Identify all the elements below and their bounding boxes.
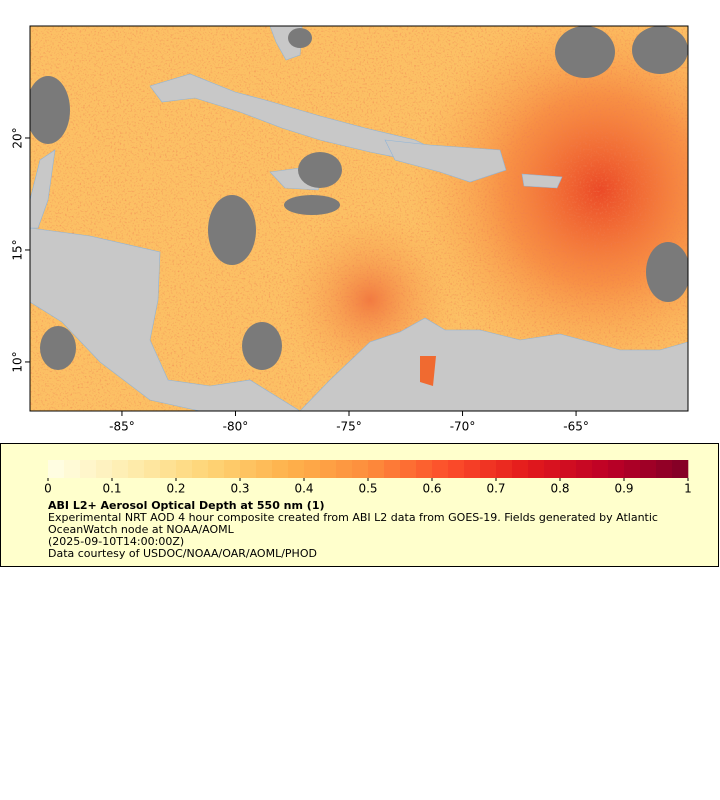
- colorbar-step: [496, 460, 513, 478]
- colorbar-step: [480, 460, 497, 478]
- x-tick-label: -80°: [223, 420, 249, 434]
- y-tick-label: 20°: [11, 127, 25, 148]
- colorbar-step: [304, 460, 321, 478]
- colorbar-step: [208, 460, 225, 478]
- colorbar-tick-label: 0.7: [486, 482, 505, 496]
- colorbar-step: [592, 460, 609, 478]
- colorbar-step: [128, 460, 145, 478]
- colorbar-tick-label: 0: [44, 482, 52, 496]
- colorbar-step: [464, 460, 481, 478]
- colorbar-step: [240, 460, 257, 478]
- colorbar-tick-label: 0.8: [550, 482, 569, 496]
- colorbar-step: [608, 460, 625, 478]
- colorbar-step: [224, 460, 241, 478]
- legend-time: (2025-09-10T14:00:00Z): [48, 535, 185, 548]
- colorbar-step: [560, 460, 577, 478]
- cloud-mask: [30, 26, 688, 370]
- x-tick-label: -70°: [450, 420, 476, 434]
- legend-text: ABI L2+ Aerosol Optical Depth at 550 nm …: [48, 500, 688, 560]
- colorbar-step: [528, 460, 545, 478]
- legend-description: Experimental NRT AOD 4 hour composite cr…: [48, 511, 658, 536]
- colorbar-step: [512, 460, 529, 478]
- colorbar-step: [576, 460, 593, 478]
- colorbar-step: [80, 460, 97, 478]
- colorbar-step: [544, 460, 561, 478]
- colorbar-tick-label: 0.2: [166, 482, 185, 496]
- colorbar-step: [256, 460, 273, 478]
- colorbar-step: [144, 460, 161, 478]
- colorbar-step: [448, 460, 465, 478]
- colorbar-step: [48, 460, 65, 478]
- colorbar-step: [416, 460, 433, 478]
- colorbar-step: [352, 460, 369, 478]
- colorbar-step: [400, 460, 417, 478]
- colorbar-step: [176, 460, 193, 478]
- colorbar-step: [288, 460, 305, 478]
- colorbar-step: [624, 460, 641, 478]
- colorbar-step: [96, 460, 113, 478]
- colorbar-tick-label: 0.6: [422, 482, 441, 496]
- colorbar-step: [192, 460, 209, 478]
- colorbar-step: [64, 460, 81, 478]
- colorbar-step: [672, 460, 689, 478]
- colorbar-tick-label: 0.5: [358, 482, 377, 496]
- figure: -85° -80° -75° -70° -65° 10° 15° 20° 0 0.1 0.2 0.3 0…: [0, 25, 719, 567]
- colorbar-step: [640, 460, 657, 478]
- x-tick-label: -65°: [563, 420, 589, 434]
- colorbar-step: [336, 460, 353, 478]
- colorbar-step: [368, 460, 385, 478]
- x-tick-label: -75°: [336, 420, 362, 434]
- map-frame: [29, 25, 689, 412]
- colorbar-tick-label: 0.9: [614, 482, 633, 496]
- legend-title: ABI L2+ Aerosol Optical Depth at 550 nm …: [48, 499, 325, 512]
- x-tick-label: -85°: [109, 420, 135, 434]
- colorbar-step: [272, 460, 289, 478]
- colorbar-step: [320, 460, 337, 478]
- legend-credit: Data courtesy of USDOC/NOAA/OAR/AOML/PHO…: [48, 547, 317, 560]
- map-field: [30, 26, 688, 411]
- colorbar-tick-label: 0.1: [102, 482, 121, 496]
- colorbar-tick-label: 0.3: [230, 482, 249, 496]
- colorbar-tick-label: 1: [684, 482, 692, 496]
- colorbar-step: [384, 460, 401, 478]
- colorbar-step: [656, 460, 673, 478]
- colorbar-tick-label: 0.4: [294, 482, 313, 496]
- lake: [420, 356, 436, 386]
- colorbar-step: [160, 460, 177, 478]
- land: [30, 26, 688, 411]
- y-tick-label: 15°: [11, 239, 25, 260]
- y-tick-label: 10°: [11, 351, 25, 372]
- colorbar-step: [112, 460, 129, 478]
- colorbar-step: [432, 460, 449, 478]
